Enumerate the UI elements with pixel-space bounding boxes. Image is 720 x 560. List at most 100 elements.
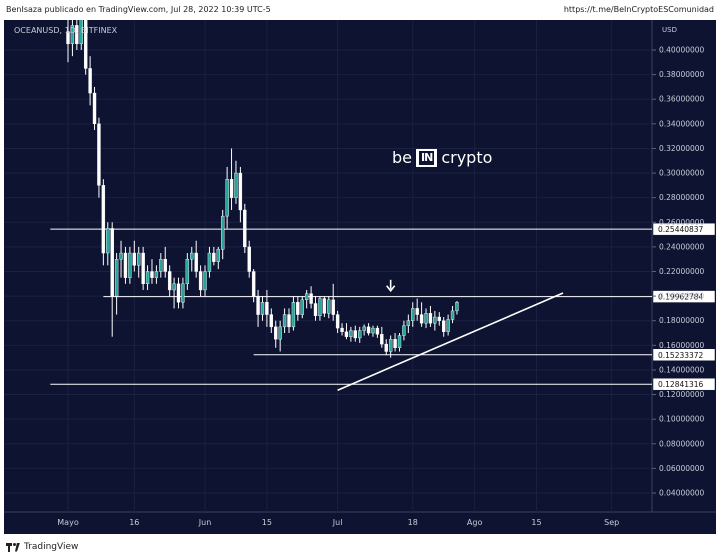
level-label-box bbox=[652, 377, 716, 391]
tradingview-icon bbox=[6, 542, 20, 552]
candle bbox=[349, 326, 353, 342]
candle bbox=[424, 308, 428, 329]
y-tick-label: 0.08000000 bbox=[659, 439, 705, 448]
candle bbox=[128, 246, 132, 284]
candle-body bbox=[97, 123, 101, 186]
candle bbox=[212, 246, 216, 266]
candle bbox=[247, 240, 251, 278]
candle-body bbox=[234, 172, 238, 198]
candle bbox=[260, 296, 265, 321]
candle bbox=[419, 302, 424, 327]
candle-body bbox=[83, 20, 88, 69]
candle bbox=[190, 246, 194, 272]
candle bbox=[176, 277, 181, 309]
chart-panel[interactable]: 0.25440837 0.19962784 0.15233372 0.12841316… bbox=[4, 20, 716, 534]
candle-body bbox=[194, 252, 198, 272]
beincrypto-logo: be IN crypto bbox=[392, 148, 492, 167]
candle bbox=[397, 333, 402, 352]
candle-body bbox=[154, 271, 159, 278]
candle-body bbox=[419, 314, 424, 324]
level-label: 0.25440837 bbox=[658, 225, 704, 234]
candle-body bbox=[424, 313, 428, 324]
candle-body bbox=[79, 20, 83, 45]
candle-body bbox=[433, 316, 437, 324]
candle bbox=[123, 246, 128, 284]
candle-body bbox=[137, 252, 141, 266]
level-label-box bbox=[652, 348, 716, 362]
candle-body bbox=[450, 310, 455, 320]
candle-body bbox=[141, 252, 145, 285]
candle bbox=[269, 308, 274, 334]
candle-body bbox=[190, 252, 194, 260]
candle-body bbox=[384, 343, 388, 352]
candle-body bbox=[163, 258, 167, 272]
candle-body bbox=[300, 299, 304, 315]
candle bbox=[181, 277, 185, 309]
level-label: 0.15233372 bbox=[658, 351, 704, 360]
y-tick-label: 0.04000000 bbox=[659, 489, 705, 498]
tradingview-logo[interactable]: TradingView bbox=[6, 542, 78, 552]
y-tick-label: 0.12000000 bbox=[659, 390, 705, 399]
x-tick-label: Ago bbox=[467, 518, 483, 527]
attribution-bar: BenIsaza publicado en TradingView.com, J… bbox=[0, 0, 720, 20]
candle bbox=[428, 305, 433, 327]
y-tick-label: 0.18000000 bbox=[659, 316, 705, 325]
candle-body bbox=[358, 330, 362, 339]
y-axis: 0.40000000 0.38000000 0.36000000 0.34000000… bbox=[652, 46, 705, 498]
y-tick-label: 0.16000000 bbox=[659, 341, 705, 350]
y-tick-label: 0.36000000 bbox=[659, 95, 705, 104]
y-tick-label: 0.40000000 bbox=[659, 46, 705, 55]
level-label-box bbox=[652, 222, 716, 236]
candle bbox=[393, 333, 397, 352]
candle-body bbox=[322, 298, 327, 314]
candle-body bbox=[225, 179, 229, 217]
currency-label: USD bbox=[662, 26, 677, 34]
candle bbox=[358, 326, 362, 343]
y-tick-label: 0.32000000 bbox=[659, 144, 705, 153]
symbol-label[interactable]: OCEANUSD, 1D, BITFINEX bbox=[14, 26, 118, 35]
candle bbox=[278, 320, 282, 352]
candle-body bbox=[114, 258, 119, 297]
support-resistance-levels: 0.25440837 0.19962784 0.15233372 0.12841316 bbox=[50, 222, 716, 391]
candle-body bbox=[291, 302, 296, 328]
candle bbox=[75, 20, 79, 50]
y-tick-label: 0.24000000 bbox=[659, 242, 705, 251]
candle bbox=[83, 20, 88, 75]
arrow-marker-group bbox=[386, 279, 396, 293]
attribution-text: BenIsaza publicado en TradingView.com, J… bbox=[6, 5, 271, 14]
candle bbox=[335, 310, 340, 334]
x-tick-label: 15 bbox=[531, 518, 541, 527]
candle bbox=[446, 314, 450, 336]
candle bbox=[234, 160, 238, 204]
candle-body bbox=[176, 283, 181, 303]
candle bbox=[194, 240, 198, 278]
candle-body bbox=[229, 179, 234, 198]
candle-body bbox=[446, 319, 450, 332]
candles bbox=[66, 20, 459, 358]
candle bbox=[238, 166, 243, 223]
candle-body bbox=[349, 330, 353, 337]
candle-body bbox=[362, 326, 366, 331]
candle bbox=[92, 86, 97, 130]
candle-body bbox=[455, 302, 459, 312]
candle-body bbox=[145, 271, 150, 285]
y-tick-label: 0.10000000 bbox=[659, 415, 705, 424]
y-tick-label: 0.34000000 bbox=[659, 119, 705, 128]
candle-body bbox=[327, 299, 331, 314]
candle bbox=[150, 259, 154, 284]
candle-body bbox=[132, 252, 137, 266]
candle-body bbox=[415, 308, 419, 315]
y-tick-label: 0.22000000 bbox=[659, 267, 705, 276]
telegram-link[interactable]: https://t.me/BeInCryptoESComunidad bbox=[563, 5, 714, 14]
candle bbox=[415, 298, 419, 321]
candle bbox=[172, 277, 176, 309]
trendline bbox=[337, 292, 564, 391]
candle bbox=[203, 265, 207, 297]
y-tick-label: 0.38000000 bbox=[659, 70, 705, 79]
price-chart[interactable]: 0.25440837 0.19962784 0.15233372 0.12841316… bbox=[4, 20, 716, 534]
candle-body bbox=[344, 331, 349, 337]
candle-body bbox=[442, 320, 446, 332]
candle-body bbox=[296, 302, 300, 315]
candle bbox=[265, 289, 269, 327]
candle-body bbox=[437, 316, 441, 321]
